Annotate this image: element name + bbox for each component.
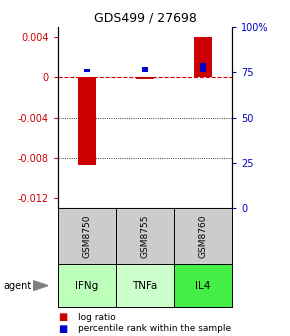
Bar	[200, 63, 206, 72]
Text: log ratio: log ratio	[78, 313, 116, 322]
Text: IL4: IL4	[195, 281, 211, 291]
Text: GSM8750: GSM8750	[82, 214, 92, 258]
Text: percentile rank within the sample: percentile rank within the sample	[78, 324, 231, 333]
Text: ■: ■	[58, 312, 67, 322]
Text: GSM8760: GSM8760	[198, 214, 208, 258]
Text: TNFa: TNFa	[132, 281, 158, 291]
Bar	[142, 67, 148, 72]
Bar	[78, 77, 96, 165]
Bar	[84, 69, 90, 72]
Polygon shape	[33, 281, 48, 290]
Text: GSM8755: GSM8755	[140, 214, 150, 258]
Bar	[136, 77, 154, 79]
Text: GDS499 / 27698: GDS499 / 27698	[94, 12, 196, 25]
Text: ■: ■	[58, 324, 67, 334]
Text: IFNg: IFNg	[75, 281, 99, 291]
Bar	[194, 37, 212, 77]
Text: agent: agent	[3, 281, 31, 291]
